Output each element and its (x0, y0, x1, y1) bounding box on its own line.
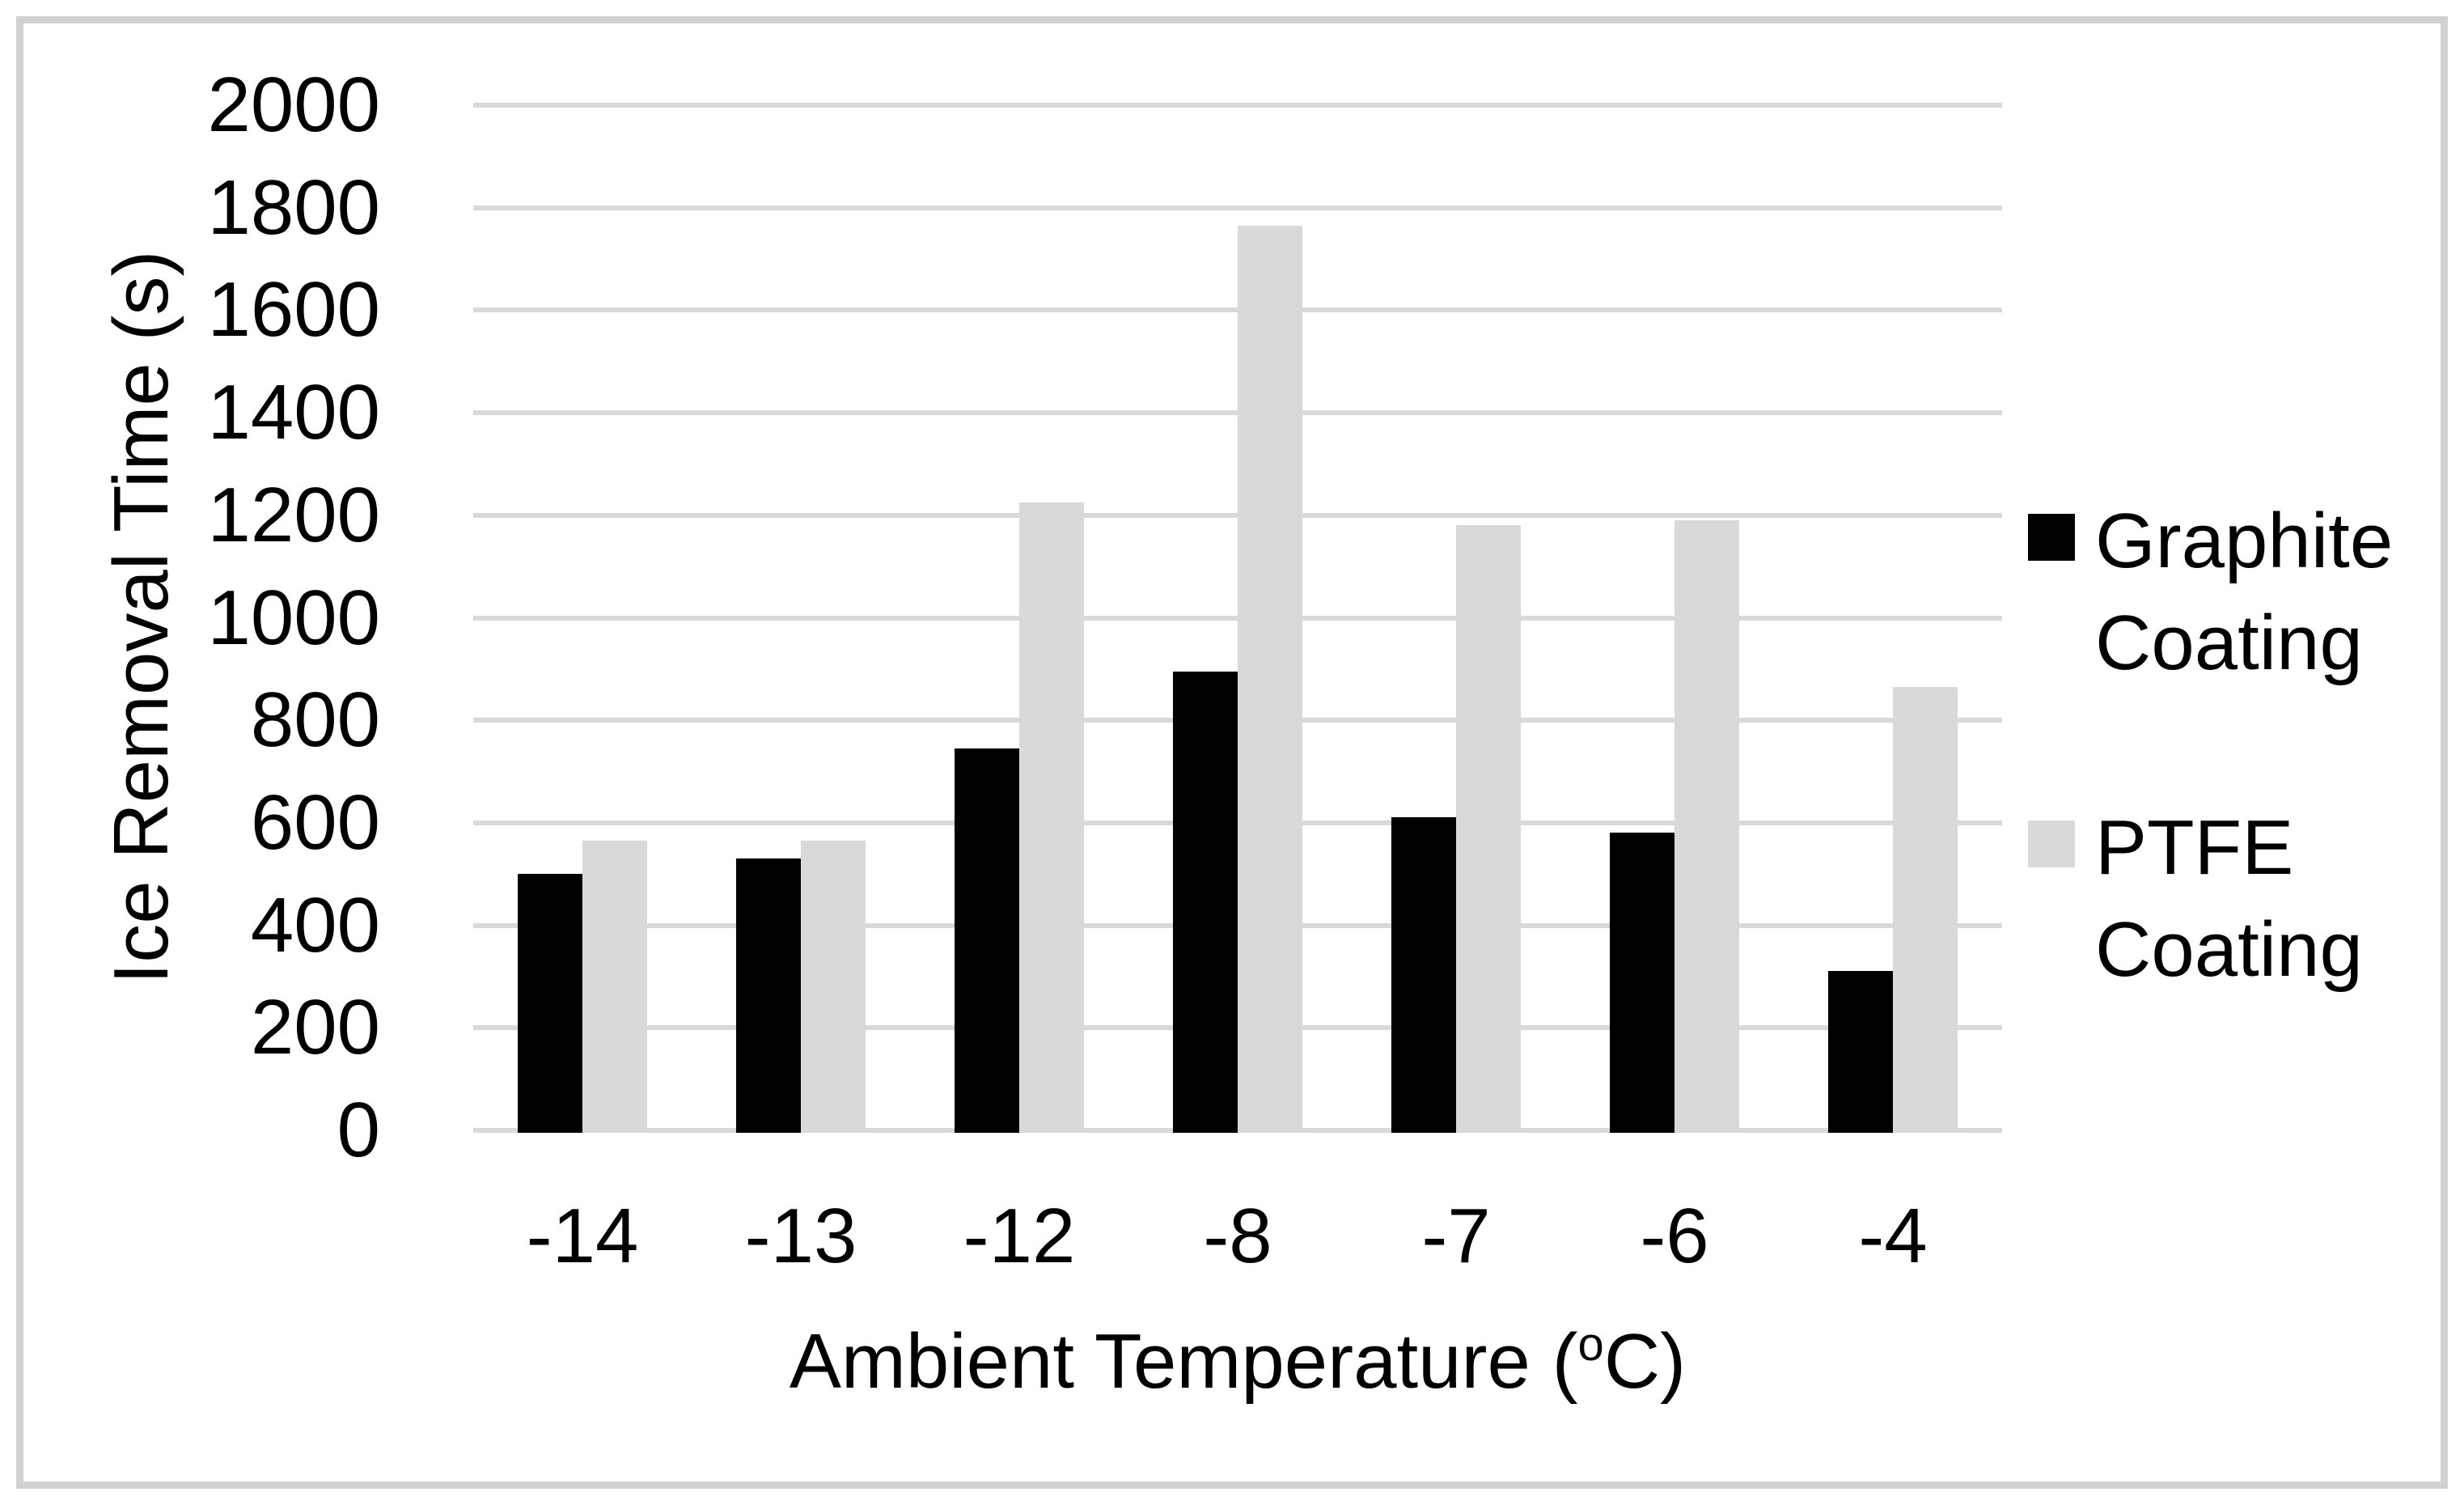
bar-graphite--8 (1173, 671, 1238, 1133)
y-tick-label-1200: 1200 (207, 471, 380, 558)
bar-ptfe--6 (1674, 519, 1739, 1133)
x-tick-label--7: -7 (1421, 1193, 1491, 1279)
x-tick-label--14: -14 (526, 1193, 639, 1279)
bar-graphite--6 (1610, 833, 1674, 1133)
y-tick-label-2000: 2000 (207, 61, 380, 148)
bar-graphite--12 (955, 748, 1019, 1133)
legend-swatch-ptfe (2028, 820, 2075, 867)
legend-label-graphite-line2: Coating (2095, 600, 2363, 686)
bar-graphite--13 (736, 858, 801, 1133)
bar-ptfe--7 (1456, 525, 1521, 1133)
x-tick-label--4: -4 (1858, 1193, 1928, 1279)
legend-swatch-graphite (2028, 514, 2075, 561)
y-tick-label-1000: 1000 (207, 574, 380, 661)
legend-label-ptfe: PTFE Coating (2095, 797, 2464, 1001)
y-tick-label-400: 400 (250, 881, 380, 969)
bar-graphite--4 (1828, 971, 1893, 1133)
gridline-2000 (473, 103, 2002, 108)
bar-graphite--7 (1391, 817, 1456, 1133)
bar-graphite--14 (518, 874, 582, 1133)
bar-ptfe--12 (1019, 502, 1084, 1133)
x-tick-label--13: -13 (744, 1193, 857, 1279)
y-tick-label-600: 600 (250, 778, 380, 866)
bar-ptfe--8 (1238, 225, 1302, 1133)
gridline-1800 (473, 205, 2002, 210)
bar-ptfe--4 (1893, 686, 1958, 1133)
plot-area (473, 103, 2002, 1133)
x-axis-title-text: Ambient Temperature ( (789, 1318, 1578, 1405)
x-axis-title-unit: C) (1603, 1318, 1687, 1405)
x-tick-label--8: -8 (1203, 1193, 1272, 1279)
legend-label-graphite: Graphite Coating (2095, 490, 2464, 694)
x-tick-label--6: -6 (1640, 1193, 1709, 1279)
y-tick-label-1400: 1400 (207, 369, 380, 456)
bar-ptfe--13 (801, 840, 866, 1133)
legend-label-ptfe-line2: Coating (2095, 906, 2363, 993)
x-tick-label--12: -12 (963, 1193, 1076, 1279)
bar-ptfe--14 (582, 840, 647, 1133)
y-tick-label-1800: 1800 (207, 163, 380, 251)
legend-label-ptfe-line1: PTFE (2095, 804, 2294, 891)
y-tick-label-1600: 1600 (207, 266, 380, 354)
x-axis-title: Ambient Temperature (oC) (752, 1317, 1723, 1406)
y-tick-label-800: 800 (250, 676, 380, 764)
legend-label-graphite-line1: Graphite (2095, 498, 2394, 584)
y-tick-label-200: 200 (250, 984, 380, 1071)
y-tick-label-0: 0 (337, 1087, 380, 1173)
x-axis-title-superscript: o (1577, 1318, 1604, 1371)
